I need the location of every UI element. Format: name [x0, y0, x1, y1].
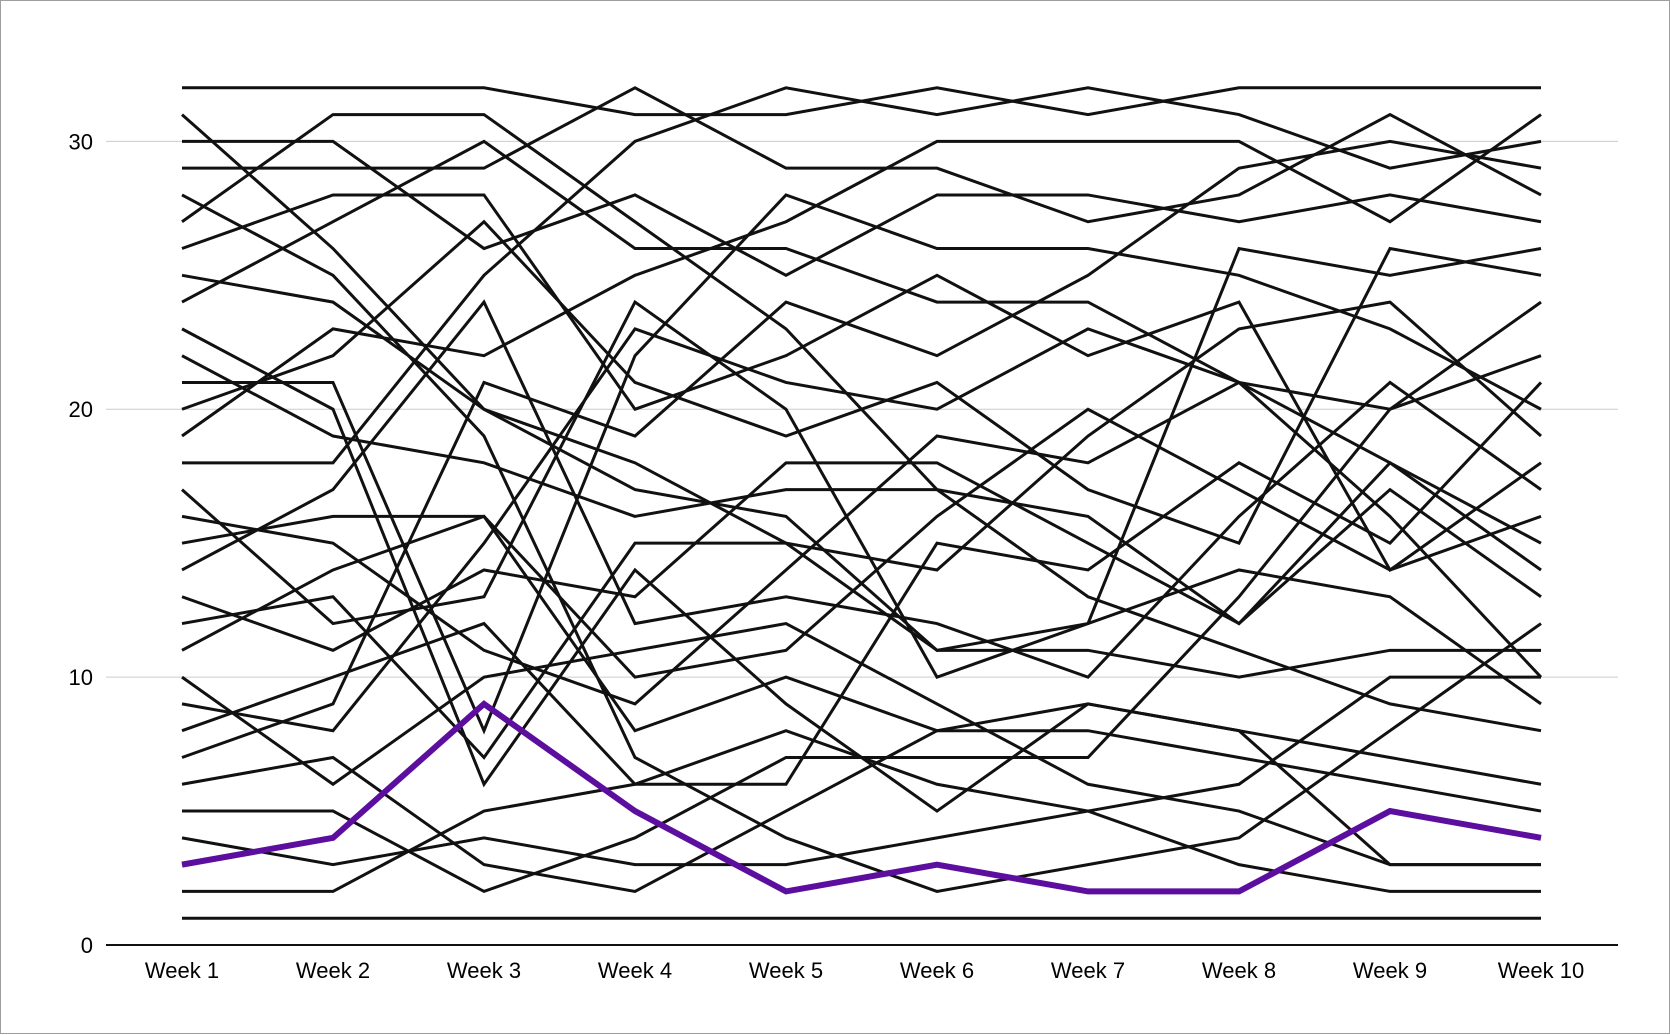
highlighted-series-line: [181, 700, 1542, 895]
series-line-3: [182, 86, 1542, 224]
x-tick-label: Week 9: [1353, 958, 1427, 983]
x-tick-label: Week 2: [296, 958, 370, 983]
series-line-27: [181, 139, 1542, 759]
series-line-14: [181, 113, 1542, 438]
x-tick-label: Week 7: [1051, 958, 1125, 983]
series-lines: [181, 86, 1543, 920]
series-line-18: [181, 354, 1542, 733]
y-tick-label: 0: [81, 933, 93, 958]
series-line-22: [181, 300, 1542, 760]
series-line-5: [181, 113, 1542, 626]
x-tick-label: Week 8: [1202, 958, 1276, 983]
y-tick-label: 30: [69, 129, 93, 154]
y-tick-label: 20: [69, 397, 93, 422]
tick-labels: 0 10 20 30 Week 1 Week 2 Week 3 Week 4 Week 5 Wee…: [69, 129, 1585, 983]
series-line-7: [182, 86, 1542, 465]
x-tick-label: Week 10: [1498, 958, 1584, 983]
x-tick-label: Week 4: [598, 958, 672, 983]
x-tick-label: Week 3: [447, 958, 521, 983]
x-tick-label: Week 6: [900, 958, 974, 983]
series-line-21: [181, 460, 1542, 652]
y-tick-label: 10: [69, 665, 93, 690]
series-line-8: [181, 193, 1542, 573]
series-line-13: [181, 219, 1542, 546]
series-line-19: [181, 407, 1542, 679]
series-line-11: [181, 273, 1542, 706]
series-line-12: [182, 193, 1542, 735]
series-line-28: [181, 729, 1542, 893]
series-line-25: [181, 327, 1543, 733]
series-line-4: [182, 139, 1542, 278]
x-tick-label: Week 5: [749, 958, 823, 983]
series-line-31: [182, 729, 1541, 893]
x-tick-label: Week 1: [145, 958, 219, 983]
series-line-17: [181, 380, 1542, 706]
